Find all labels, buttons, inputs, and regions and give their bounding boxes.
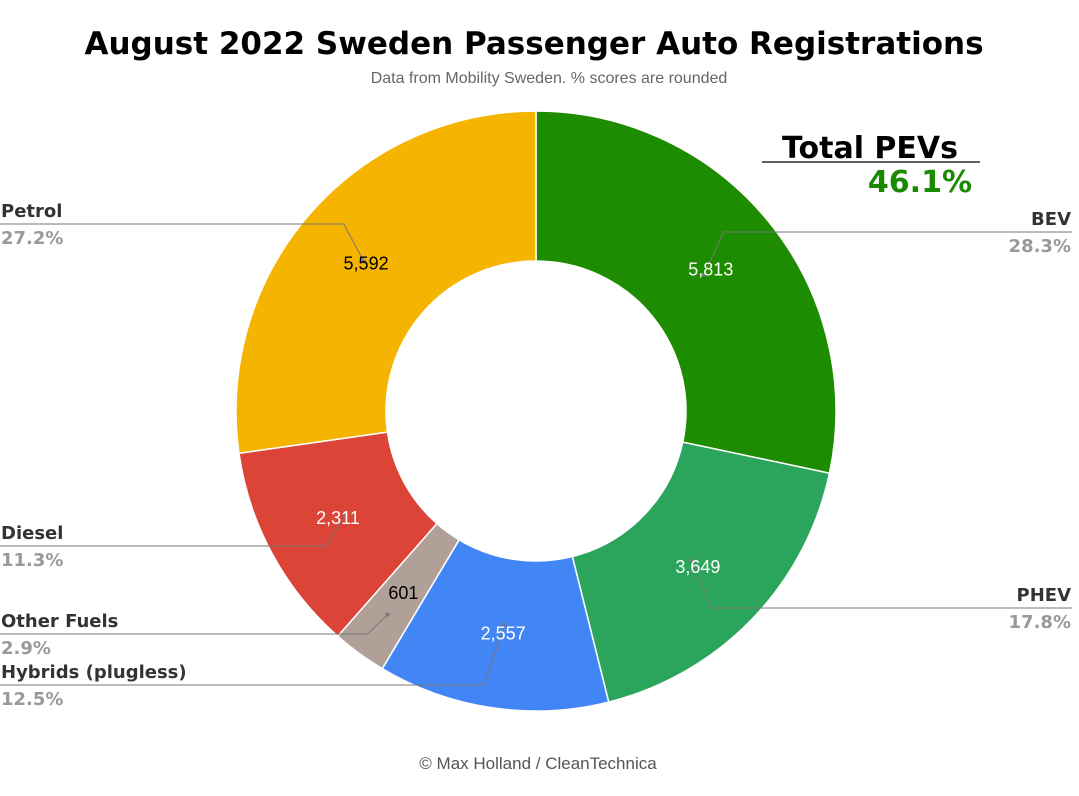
leader-dot-petrol	[361, 259, 366, 264]
percent-label-hybrids-plugless: 12.5%	[1, 689, 63, 710]
leader-dot-hybrids-plugless	[502, 622, 507, 627]
slice-phev	[571, 441, 831, 703]
leader-line-bev	[703, 231, 1072, 276]
leader-lines-layer	[0, 223, 1072, 686]
total-pevs-value: 46.1%	[868, 165, 972, 200]
leader-dot-phev	[689, 558, 694, 563]
leader-dot-diesel	[343, 511, 348, 516]
percent-label-petrol: 27.2%	[1, 228, 63, 249]
value-label-diesel: 2,311	[316, 508, 360, 528]
total-pevs-title: Total PEVs	[782, 131, 958, 166]
value-label-bev: 5,813	[688, 259, 733, 279]
leader-line-phev	[690, 560, 1072, 609]
leader-line-hybrids-plugless	[0, 624, 505, 686]
leader-line-petrol	[0, 223, 365, 262]
chart-title: August 2022 Sweden Passenger Auto Regist…	[84, 26, 983, 62]
total-pevs-callout: Total PEVs 46.1%	[762, 131, 980, 200]
category-label-diesel: Diesel	[1, 523, 63, 544]
leader-line-diesel	[0, 513, 347, 547]
slice-hybrids-plugless	[381, 538, 610, 712]
slice-bev	[535, 110, 837, 475]
category-label-petrol: Petrol	[1, 201, 62, 222]
percent-label-bev: 28.3%	[1009, 236, 1071, 257]
percent-label-diesel: 11.3%	[1, 550, 63, 571]
leader-dot-other-fuels	[385, 612, 390, 617]
slices-layer	[235, 110, 837, 712]
chart-footer: © Max Holland / CleanTechnica	[419, 754, 657, 773]
value-label-other-fuels: 601	[388, 583, 418, 603]
category-label-bev: BEV	[1031, 209, 1071, 230]
labels-layer: 5,813 BEV 28.3% 3,649 PHEV 17.8% 2,557 Hybrids …	[1, 201, 1071, 710]
value-label-petrol: 5,592	[344, 254, 389, 274]
chart-subtitle: Data from Mobility Sweden. % scores are …	[371, 70, 728, 87]
percent-label-other-fuels: 2.9%	[1, 638, 51, 659]
category-label-phev: PHEV	[1017, 585, 1072, 606]
value-label-hybrids-plugless: 2,557	[481, 624, 526, 644]
slice-petrol	[235, 110, 537, 455]
category-label-other-fuels: Other Fuels	[1, 611, 118, 632]
value-label-phev: 3,649	[675, 557, 720, 577]
percent-label-phev: 17.8%	[1009, 612, 1071, 633]
leader-dot-bev	[701, 273, 706, 278]
category-label-hybrids-plugless: Hybrids (plugless)	[1, 662, 187, 683]
leader-line-other-fuels	[0, 614, 388, 635]
